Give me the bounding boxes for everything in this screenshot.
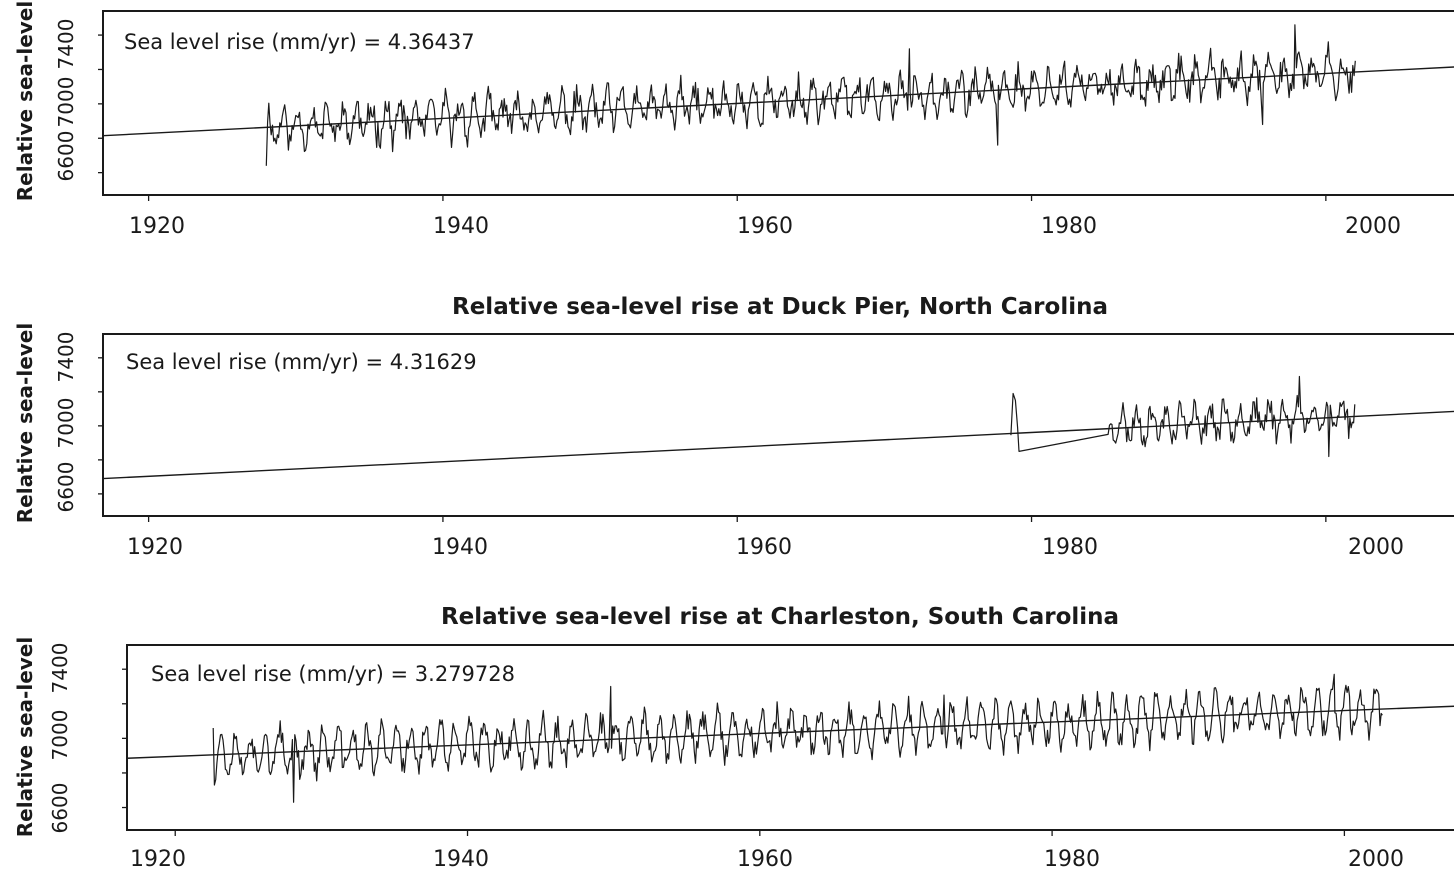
chart-3-y-tick-label-6600: 6600 <box>48 783 72 834</box>
chart-1-y-tick-label-7000: 7000 <box>54 77 78 128</box>
chart-1-frame <box>102 10 1454 196</box>
chart-3-x-tick-label-1980: 1980 <box>1044 847 1100 872</box>
chart-2-x-tick-label-1940: 1940 <box>432 535 488 560</box>
chart-1-series-line-1 <box>265 24 1356 166</box>
chart-1-x-ticks <box>147 195 1327 201</box>
chart-3-x-tick-label-1920: 1920 <box>130 847 186 872</box>
chart-2-frame <box>102 333 1454 517</box>
chart-1-x-tick-label-1940: 1940 <box>433 214 489 239</box>
chart-2-y-axis-label: Relative sea-level <box>13 323 37 523</box>
chart-3-x-tick-label-1940: 1940 <box>433 847 489 872</box>
chart-3-series <box>212 673 1383 803</box>
chart-3-x-ticks <box>174 830 1346 836</box>
chart-1-y-tick-label-7400: 7400 <box>54 19 78 70</box>
chart-2-x-tick-label-2000: 2000 <box>1348 535 1404 560</box>
chart-3-y-ticks <box>122 668 127 809</box>
chart-1-x-tick-label-1980: 1980 <box>1041 214 1097 239</box>
chart-2-series <box>1010 375 1356 458</box>
chart-3-x-tick-label-2000: 2000 <box>1348 847 1404 872</box>
chart-2-series-line-1 <box>1010 375 1356 458</box>
chart-1-y-axis-label: Relative sea-level <box>13 1 37 201</box>
chart-3-y-tick-label-7000: 7000 <box>48 710 72 761</box>
chart-2-title: Relative sea-level rise at Duck Pier, No… <box>452 294 1108 320</box>
chart-3-frame <box>126 644 1454 831</box>
chart-1-series <box>265 24 1356 166</box>
chart-3-y-tick-label-7400: 7400 <box>48 643 72 694</box>
chart-2-x-tick-label-1920: 1920 <box>127 535 183 560</box>
chart-2-y-tick-label-7000: 7000 <box>54 398 78 449</box>
chart-2-y-tick-label-6600: 6600 <box>54 462 78 513</box>
chart-2-x-tick-label-1960: 1960 <box>736 535 792 560</box>
chart-2-y-tick-label-7400: 7400 <box>54 332 78 383</box>
chart-1-y-tick-label-6600: 6600 <box>54 131 78 182</box>
chart-2-x-ticks <box>147 516 1327 522</box>
chart-2-trend <box>102 410 1454 480</box>
chart-2-trend-line <box>102 410 1454 480</box>
chart-1-x-tick-label-1920: 1920 <box>129 214 185 239</box>
chart-panel-3: Relative sea-level rise at Charleston, S… <box>13 604 1454 872</box>
chart-2-x-tick-label-1980: 1980 <box>1042 535 1098 560</box>
chart-2-y-ticks <box>98 357 103 495</box>
chart-panel-1: 1920 1940 1960 1980 2000 6600 7000 7400 … <box>13 1 1454 239</box>
chart-3-rate-annotation: Sea level rise (mm/yr) = 3.279728 <box>151 662 515 686</box>
chart-panel-2: Relative sea-level rise at Duck Pier, No… <box>13 294 1454 560</box>
chart-3-series-line-1 <box>212 673 1383 803</box>
chart-1-y-ticks <box>98 34 103 174</box>
chart-3-title: Relative sea-level rise at Charleston, S… <box>441 604 1119 630</box>
chart-1-rate-annotation: Sea level rise (mm/yr) = 4.36437 <box>124 30 475 54</box>
chart-2-rate-annotation: Sea level rise (mm/yr) = 4.31629 <box>126 350 477 374</box>
chart-1-x-tick-label-2000: 2000 <box>1345 214 1401 239</box>
chart-1-x-tick-label-1960: 1960 <box>737 214 793 239</box>
chart-3-y-axis-label: Relative sea-level <box>13 637 37 837</box>
chart-3-x-tick-label-1960: 1960 <box>737 847 793 872</box>
